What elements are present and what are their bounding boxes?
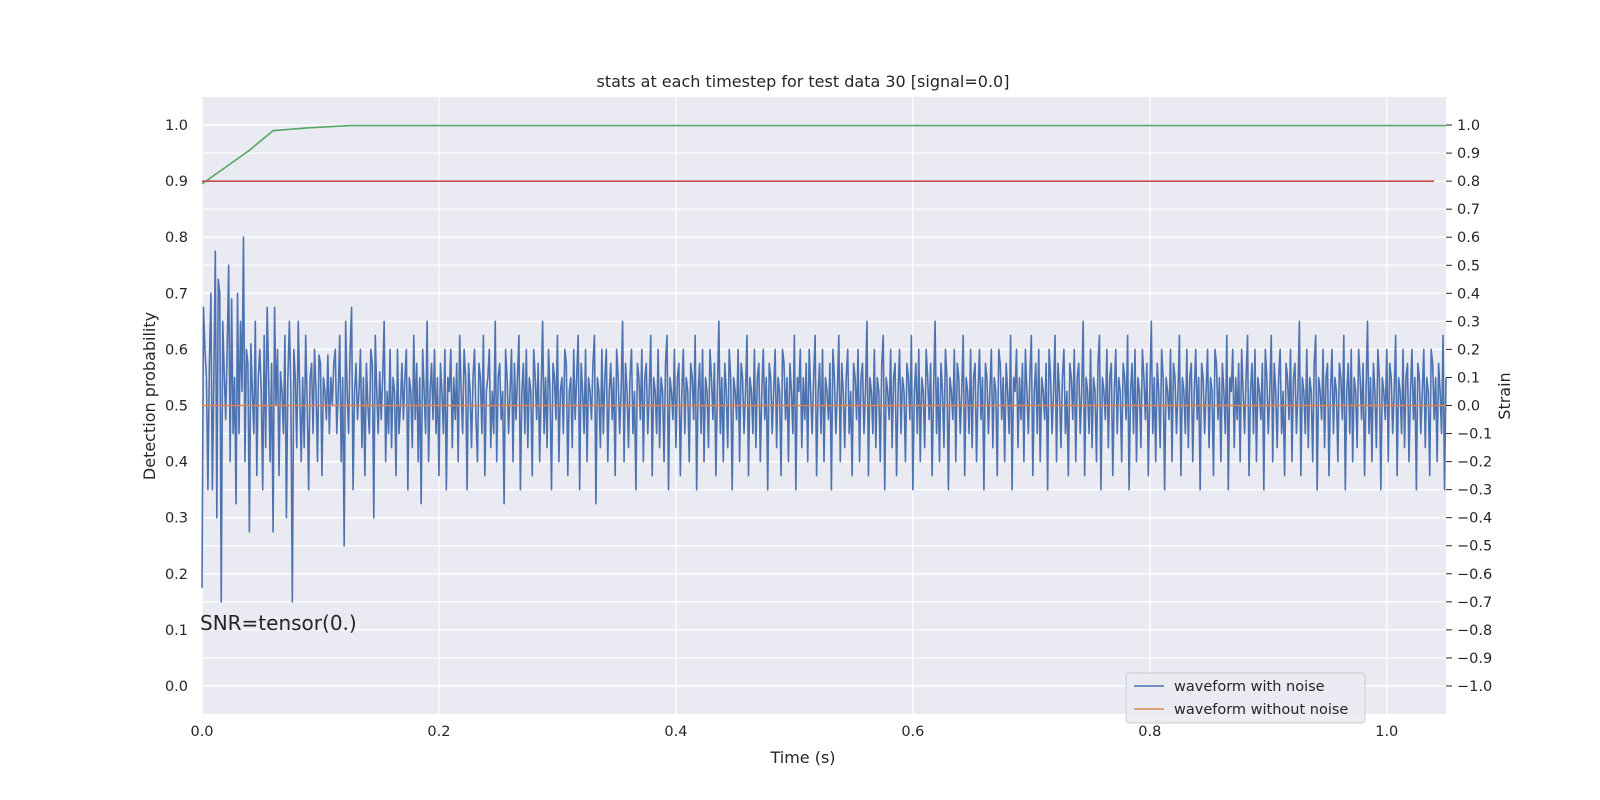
y2-tick-label-12: 0.2 [1457,342,1480,358]
y2-tick-label-7: −0.3 [1457,483,1492,499]
y2-tick-label-14: 0.4 [1457,286,1480,302]
y2-tick-label-8: −0.2 [1457,455,1492,471]
y-tick-label-9: 0.9 [165,174,188,190]
y2-tick-label-6: −0.4 [1457,511,1492,527]
x-axis-title: Time (s) [769,748,835,767]
series-line-noise [201,236,1447,603]
legend-label-clean: waveform without noise [1174,702,1348,718]
y-tick-label-4: 0.4 [165,455,188,471]
y2-tick-label-1: −0.9 [1457,651,1492,667]
series-line-detection [201,124,1446,185]
y2-tick-label-19: 0.9 [1457,146,1480,162]
y-tick-label-2: 0.2 [165,567,188,583]
y-tick-label-7: 0.7 [165,286,188,302]
y2-tick-label-0: −1.0 [1457,679,1492,695]
y2-tick-label-17: 0.7 [1457,202,1480,218]
x-tick-label-2: 0.4 [664,724,687,740]
y2-tick-label-3: −0.7 [1457,595,1492,611]
snr-annotation: SNR=tensor(0.) [200,611,357,635]
y-tick-label-1: 0.1 [165,623,188,639]
y2-tick-label-5: −0.5 [1457,539,1492,555]
x-tick-label-5: 1.0 [1375,724,1398,740]
legend-label-noise: waveform with noise [1174,679,1325,695]
y2-tick-label-11: 0.1 [1457,370,1480,386]
x-axis-ticks: 0.0 0.2 0.4 0.6 0.8 1.0 [190,724,1398,740]
y-tick-label-6: 0.6 [165,342,188,358]
y-tick-label-5: 0.5 [165,399,188,415]
y2-tick-label-20: 1.0 [1457,118,1480,134]
x-tick-label-3: 0.6 [901,724,924,740]
x-tick-label-1: 0.2 [427,724,450,740]
right-axis-ticks: −1.0 −0.9 −0.8 −0.7 −0.6 −0.5 −0.4 −0.3 −0.2 −0.1… [1446,118,1492,695]
y-tick-label-0: 0.0 [165,679,188,695]
legend-box [1125,672,1366,724]
x-tick-label-0: 0.0 [190,724,213,740]
y2-tick-label-10: 0.0 [1457,399,1480,415]
legend: waveform with noise waveform without noi… [1125,672,1366,724]
y-tick-label-3: 0.3 [165,511,188,527]
y-tick-label-8: 0.8 [165,230,188,246]
series-layer [201,124,1447,603]
left-axis-ticks: 0.0 0.1 0.2 0.3 0.4 0.5 0.6 0.7 0.8 0.9 1.0 [165,118,188,695]
y-axis-title: Detection probability [140,312,159,480]
chart-title: stats at each timestep for test data 30 … [597,72,1010,91]
y2-tick-label-18: 0.8 [1457,174,1480,190]
y2-tick-label-9: −0.1 [1457,427,1492,443]
y2-tick-label-13: 0.3 [1457,314,1480,330]
y2-tick-label-4: −0.6 [1457,567,1492,583]
y2-axis-title: Strain [1495,372,1514,419]
y-tick-label-10: 1.0 [165,118,188,134]
y2-tick-label-16: 0.6 [1457,230,1480,246]
y2-tick-label-2: −0.8 [1457,623,1492,639]
y2-tick-label-15: 0.5 [1457,258,1480,274]
x-tick-label-4: 0.8 [1138,724,1161,740]
